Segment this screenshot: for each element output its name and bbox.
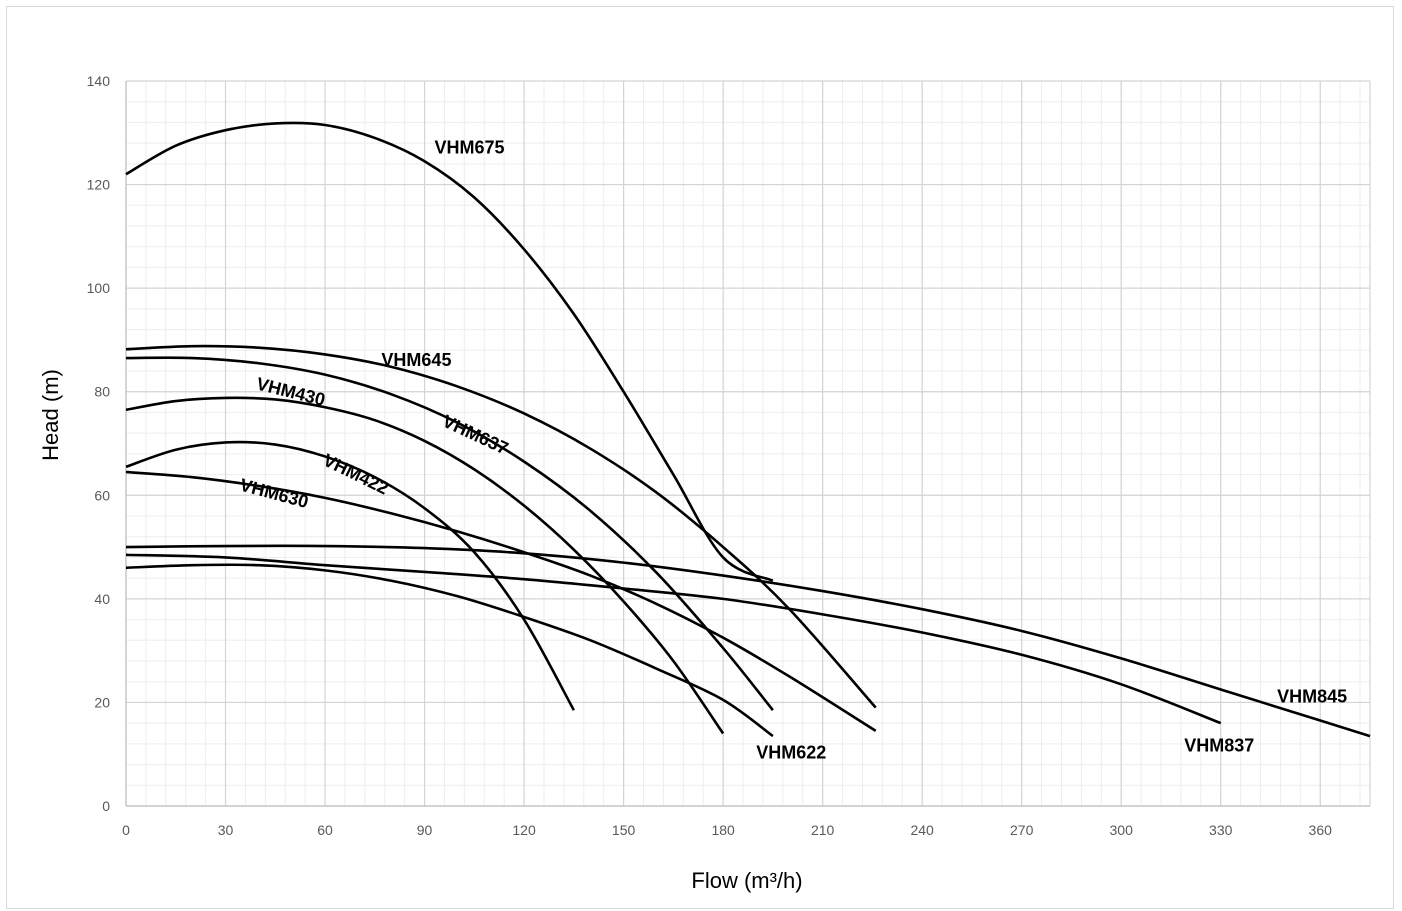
series-label-vhm837: VHM837 <box>1184 736 1254 756</box>
x-tick-label: 90 <box>417 822 433 838</box>
series-label-vhm637: VHM637 <box>439 411 511 459</box>
x-tick-label: 0 <box>122 822 130 838</box>
major-gridlines <box>125 80 1371 807</box>
series-curves <box>125 121 1371 738</box>
curve-vhm430 <box>125 396 725 735</box>
x-tick-label: 210 <box>811 822 835 838</box>
x-tick-label: 60 <box>317 822 333 838</box>
y-tick-label: 60 <box>94 487 110 503</box>
series-label-vhm622: VHM622 <box>756 742 826 762</box>
x-tick-label: 150 <box>612 822 636 838</box>
minor-gridlines <box>125 80 1370 807</box>
curve-vhm675 <box>125 121 774 582</box>
series-label-vhm645: VHM645 <box>381 350 451 370</box>
y-axis-title: Head (m) <box>38 369 63 461</box>
curve-vhm645 <box>125 344 877 709</box>
curve-vhm637 <box>125 356 774 712</box>
chart-frame <box>6 6 1394 909</box>
curve-vhm837 <box>125 553 1222 725</box>
x-tick-label: 330 <box>1209 822 1233 838</box>
y-tick-label: 0 <box>102 798 110 814</box>
x-tick-label: 300 <box>1110 822 1134 838</box>
series-label-vhm630: VHM630 <box>238 475 311 512</box>
y-tick-label: 100 <box>87 280 111 296</box>
y-tick-label: 80 <box>94 384 110 400</box>
y-tick-label: 120 <box>87 177 111 193</box>
tick-labels: 0 30 60 90 120 150 180 210 240 270 300 330 360 0 20 40 6… <box>87 73 1332 838</box>
x-tick-label: 180 <box>711 822 735 838</box>
x-tick-label: 360 <box>1309 822 1333 838</box>
curve-vhm630 <box>125 470 877 733</box>
x-tick-label: 30 <box>218 822 234 838</box>
x-axis-title: Flow (m³/h) <box>691 868 802 893</box>
x-tick-label: 270 <box>1010 822 1034 838</box>
axes <box>125 81 1370 807</box>
series-label-vhm675: VHM675 <box>435 138 505 158</box>
x-tick-label: 120 <box>512 822 536 838</box>
y-tick-label: 140 <box>87 73 111 89</box>
curve-vhm422 <box>125 440 575 711</box>
curve-vhm622 <box>125 563 774 738</box>
y-tick-label: 20 <box>94 694 110 710</box>
x-tick-label: 240 <box>910 822 934 838</box>
y-tick-label: 40 <box>94 591 110 607</box>
series-label-vhm845: VHM845 <box>1277 686 1347 706</box>
curve-vhm845 <box>125 544 1371 738</box>
